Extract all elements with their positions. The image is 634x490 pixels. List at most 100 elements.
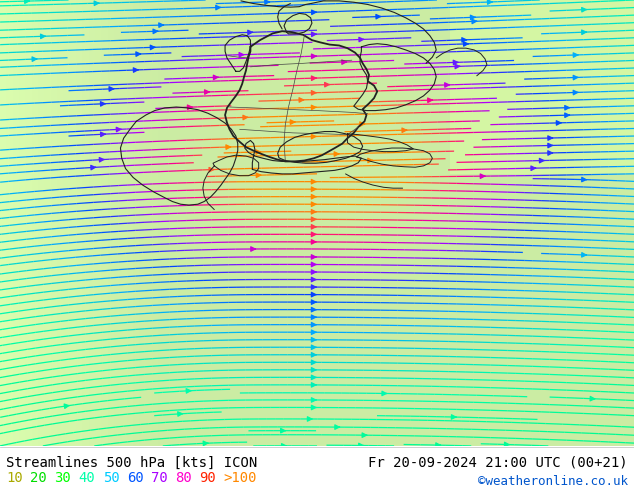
FancyArrowPatch shape [455, 64, 460, 69]
Text: ©weatheronline.co.uk: ©weatheronline.co.uk [477, 475, 628, 488]
FancyArrowPatch shape [311, 293, 316, 297]
FancyArrowPatch shape [581, 253, 586, 257]
FancyArrowPatch shape [133, 68, 138, 72]
FancyArrowPatch shape [573, 53, 578, 57]
FancyArrowPatch shape [311, 217, 316, 221]
FancyArrowPatch shape [311, 10, 316, 15]
FancyArrowPatch shape [311, 285, 316, 289]
FancyArrowPatch shape [311, 224, 316, 229]
FancyArrowPatch shape [311, 76, 316, 80]
FancyArrowPatch shape [451, 415, 456, 419]
FancyArrowPatch shape [311, 360, 316, 365]
FancyArrowPatch shape [480, 174, 485, 178]
Text: 80: 80 [175, 471, 191, 485]
Text: 60: 60 [127, 471, 143, 485]
FancyArrowPatch shape [150, 45, 155, 49]
FancyArrowPatch shape [462, 38, 467, 42]
FancyArrowPatch shape [186, 389, 191, 393]
FancyArrowPatch shape [368, 158, 373, 163]
FancyArrowPatch shape [153, 29, 158, 34]
FancyArrowPatch shape [311, 398, 316, 402]
Text: 90: 90 [199, 471, 216, 485]
FancyArrowPatch shape [311, 105, 316, 110]
FancyArrowPatch shape [243, 115, 248, 120]
FancyArrowPatch shape [463, 42, 469, 46]
Text: >100: >100 [223, 471, 257, 485]
FancyArrowPatch shape [573, 75, 578, 80]
Text: 20: 20 [30, 471, 47, 485]
FancyArrowPatch shape [311, 368, 316, 372]
FancyArrowPatch shape [311, 240, 316, 244]
FancyArrowPatch shape [311, 179, 316, 184]
FancyArrowPatch shape [382, 391, 387, 395]
FancyArrowPatch shape [158, 23, 164, 27]
FancyArrowPatch shape [311, 134, 316, 139]
FancyArrowPatch shape [548, 151, 553, 155]
FancyArrowPatch shape [188, 105, 192, 109]
FancyArrowPatch shape [573, 90, 578, 95]
FancyArrowPatch shape [239, 52, 244, 57]
FancyArrowPatch shape [311, 91, 316, 95]
FancyArrowPatch shape [311, 322, 316, 327]
FancyArrowPatch shape [311, 315, 316, 319]
FancyArrowPatch shape [209, 168, 214, 172]
FancyArrowPatch shape [203, 441, 208, 445]
Text: Fr 20-09-2024 21:00 UTC (00+21): Fr 20-09-2024 21:00 UTC (00+21) [368, 456, 628, 469]
FancyArrowPatch shape [265, 0, 269, 4]
FancyArrowPatch shape [590, 396, 595, 401]
FancyArrowPatch shape [307, 417, 312, 421]
FancyArrowPatch shape [359, 37, 364, 42]
FancyArrowPatch shape [94, 1, 99, 5]
FancyArrowPatch shape [136, 52, 141, 56]
FancyArrowPatch shape [540, 158, 544, 163]
FancyArrowPatch shape [548, 143, 553, 148]
FancyArrowPatch shape [100, 157, 104, 162]
FancyArrowPatch shape [281, 428, 285, 433]
FancyArrowPatch shape [444, 83, 450, 87]
FancyArrowPatch shape [436, 443, 441, 447]
FancyArrowPatch shape [41, 34, 46, 39]
FancyArrowPatch shape [216, 5, 221, 10]
FancyArrowPatch shape [311, 307, 316, 312]
FancyArrowPatch shape [214, 75, 218, 79]
FancyArrowPatch shape [100, 102, 105, 106]
FancyArrowPatch shape [311, 330, 316, 335]
FancyArrowPatch shape [64, 404, 69, 408]
FancyArrowPatch shape [311, 32, 316, 37]
FancyArrowPatch shape [311, 195, 316, 199]
FancyArrowPatch shape [311, 277, 316, 282]
FancyArrowPatch shape [256, 150, 261, 154]
Text: 40: 40 [79, 471, 95, 485]
FancyArrowPatch shape [581, 30, 586, 34]
Text: Streamlines 500 hPa [kts] ICON: Streamlines 500 hPa [kts] ICON [6, 456, 257, 469]
FancyArrowPatch shape [531, 166, 536, 171]
FancyArrowPatch shape [256, 173, 261, 177]
FancyArrowPatch shape [581, 7, 586, 12]
FancyArrowPatch shape [325, 82, 330, 87]
FancyArrowPatch shape [342, 60, 347, 64]
FancyArrowPatch shape [205, 90, 209, 94]
Text: 30: 30 [55, 471, 71, 485]
FancyArrowPatch shape [488, 0, 492, 4]
FancyArrowPatch shape [311, 262, 316, 267]
FancyArrowPatch shape [25, 0, 29, 3]
FancyArrowPatch shape [281, 443, 287, 448]
FancyArrowPatch shape [470, 15, 476, 20]
FancyArrowPatch shape [109, 87, 114, 91]
FancyArrowPatch shape [311, 187, 316, 192]
FancyArrowPatch shape [178, 412, 183, 416]
Text: 70: 70 [151, 471, 167, 485]
FancyArrowPatch shape [360, 122, 365, 126]
FancyArrowPatch shape [116, 127, 121, 132]
FancyArrowPatch shape [311, 300, 316, 304]
FancyArrowPatch shape [311, 345, 316, 349]
FancyArrowPatch shape [311, 202, 316, 206]
FancyArrowPatch shape [311, 270, 316, 274]
FancyArrowPatch shape [548, 136, 553, 140]
FancyArrowPatch shape [248, 30, 252, 35]
Text: 50: 50 [103, 471, 119, 485]
FancyArrowPatch shape [101, 132, 105, 137]
FancyArrowPatch shape [311, 353, 316, 357]
FancyArrowPatch shape [581, 177, 586, 182]
FancyArrowPatch shape [311, 54, 316, 58]
